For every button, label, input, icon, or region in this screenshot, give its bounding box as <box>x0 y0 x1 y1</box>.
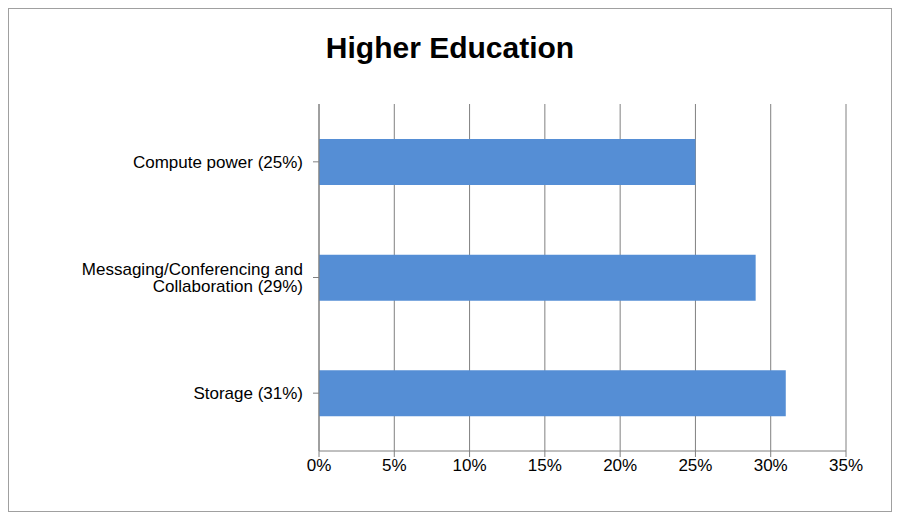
svg-text:5%: 5% <box>382 456 407 475</box>
svg-text:Messaging/Conferencing andColl: Messaging/Conferencing andCollaboration … <box>82 260 303 296</box>
svg-text:30%: 30% <box>754 456 788 475</box>
svg-text:15%: 15% <box>528 456 562 475</box>
svg-text:0%: 0% <box>307 456 332 475</box>
svg-text:10%: 10% <box>453 456 487 475</box>
html-text:Higher Education: Higher Education <box>325 31 575 64</box>
svg-text:25%: 25% <box>678 456 712 475</box>
svg-text:Compute power (25%): Compute power (25%) <box>133 153 303 172</box>
svg-text:Storage (31%): Storage (31%) <box>193 384 303 403</box>
svg-text:35%: 35% <box>829 456 863 475</box>
svg-text:20%: 20% <box>603 456 637 475</box>
